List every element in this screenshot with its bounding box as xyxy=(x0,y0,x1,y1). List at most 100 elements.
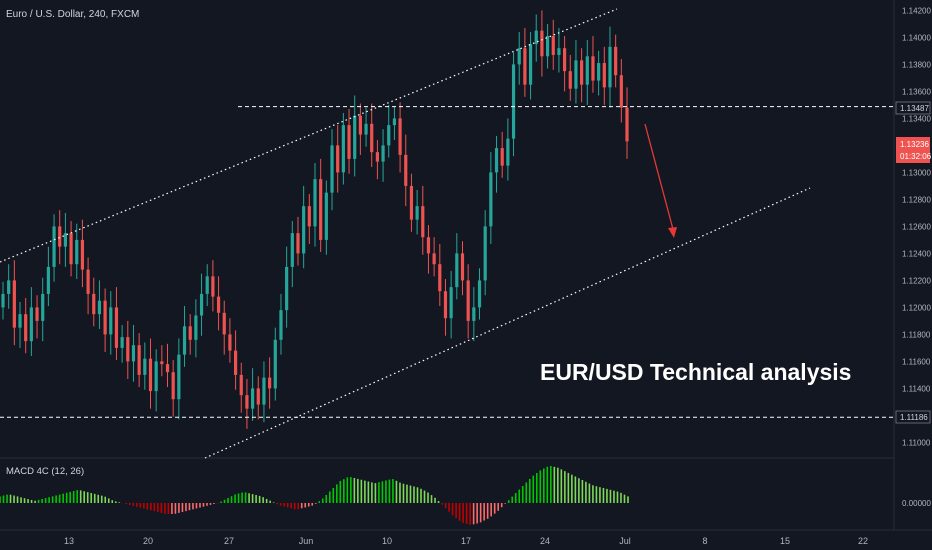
candle-body xyxy=(290,233,294,267)
bearish-arrow-line[interactable] xyxy=(644,123,675,234)
candle-body xyxy=(614,46,618,76)
price-tick-label: 1.11400 xyxy=(902,384,931,393)
candle-body xyxy=(103,300,107,335)
price-tick-label: 1.11800 xyxy=(902,330,931,339)
candle-body xyxy=(211,276,215,297)
level-label-upper: 1.13487 xyxy=(900,104,929,113)
candle-body xyxy=(432,253,436,265)
candle-body xyxy=(182,326,187,355)
candle-body xyxy=(460,253,465,281)
channel-upper-line[interactable] xyxy=(0,8,618,263)
candle-body xyxy=(35,307,39,321)
candle-body xyxy=(194,315,198,340)
time-tick-label: 20 xyxy=(143,536,153,546)
candle-body xyxy=(523,48,527,85)
candle-body xyxy=(608,46,612,88)
candle-body xyxy=(494,148,499,173)
price-tick-label: 1.13800 xyxy=(902,60,931,69)
candle-body xyxy=(160,361,164,365)
candle-body xyxy=(24,314,28,342)
candle-body xyxy=(109,307,113,335)
candle-body xyxy=(46,266,50,294)
candle-body xyxy=(563,48,567,72)
candle-body xyxy=(415,206,419,220)
price-axis[interactable]: 1.14200 1.14000 1.13800 1.13600 1.13400 1.130… xyxy=(902,6,931,447)
candle-body xyxy=(426,237,431,254)
time-tick-label: 17 xyxy=(461,536,471,546)
candle-body xyxy=(177,354,181,400)
candle-body xyxy=(455,253,459,288)
candle-body xyxy=(580,60,584,85)
candle-body xyxy=(239,374,243,396)
candle-body xyxy=(313,179,317,227)
candle-body xyxy=(517,48,521,65)
candle-body xyxy=(41,293,45,321)
candle-body xyxy=(137,345,141,375)
candle-body xyxy=(398,118,402,155)
candle-body xyxy=(534,30,538,45)
candle-body xyxy=(307,206,311,227)
candle-body xyxy=(52,226,56,267)
candle-body xyxy=(557,48,561,55)
candle-body xyxy=(92,293,96,315)
candle-body xyxy=(12,280,16,328)
candle-body xyxy=(256,388,260,405)
candle-body xyxy=(188,326,192,340)
candle-body xyxy=(341,125,345,173)
candle-body xyxy=(472,307,476,321)
price-tick-label: 1.12800 xyxy=(902,195,931,204)
candle-body xyxy=(216,296,221,313)
candle-body xyxy=(381,145,385,162)
candle-body xyxy=(364,123,368,135)
candle-body xyxy=(279,310,283,340)
candle-body xyxy=(506,138,510,166)
time-tick-label: 15 xyxy=(780,536,790,546)
candle-body xyxy=(205,276,209,294)
candle-body xyxy=(285,266,289,311)
candle-body xyxy=(1,293,5,308)
candle-body xyxy=(483,226,487,281)
time-tick-label: 10 xyxy=(382,536,392,546)
candle-body xyxy=(86,269,90,294)
candles-layer xyxy=(1,10,629,429)
candle-body xyxy=(404,154,408,186)
candle-body xyxy=(18,314,22,328)
candle-body xyxy=(228,334,232,351)
candle-body xyxy=(370,123,374,153)
candle-body xyxy=(302,206,306,254)
candle-body xyxy=(165,364,170,373)
candle-body xyxy=(97,300,102,315)
time-axis[interactable]: 13 20 27 Jun 10 17 24 Jul 8 15 22 xyxy=(64,536,868,546)
candle-body xyxy=(466,280,470,321)
arrow-head-icon xyxy=(668,227,677,238)
candle-body xyxy=(568,71,572,89)
symbol-title: Euro / U.S. Dollar, 240, FXCM xyxy=(6,9,139,20)
price-tick-label: 1.11600 xyxy=(902,357,931,366)
level-label-lower: 1.11186 xyxy=(900,413,928,422)
candle-body xyxy=(69,233,73,265)
candle-body xyxy=(245,395,249,409)
macd-histogram xyxy=(0,465,629,525)
candle-body xyxy=(148,358,153,392)
candle-body xyxy=(296,233,300,254)
time-tick-label: 8 xyxy=(702,536,707,546)
candle-body xyxy=(330,145,334,193)
candle-body xyxy=(75,239,79,265)
price-tick-label: 1.13400 xyxy=(902,114,931,123)
candle-body xyxy=(591,56,595,81)
candle-body xyxy=(120,337,124,348)
candle-body xyxy=(387,125,391,146)
candle-body xyxy=(222,312,226,335)
candle-body xyxy=(602,63,606,88)
candle-body xyxy=(528,44,533,85)
price-tick-label: 1.12000 xyxy=(902,303,931,312)
candle-body xyxy=(80,239,85,270)
candle-body xyxy=(585,56,589,85)
candle-body xyxy=(273,339,277,389)
candle-body xyxy=(131,345,136,362)
candle-body xyxy=(171,372,175,400)
bar-countdown-label: 01:32:06 xyxy=(900,152,932,161)
candle-body xyxy=(347,125,351,159)
candle-body xyxy=(268,377,272,389)
